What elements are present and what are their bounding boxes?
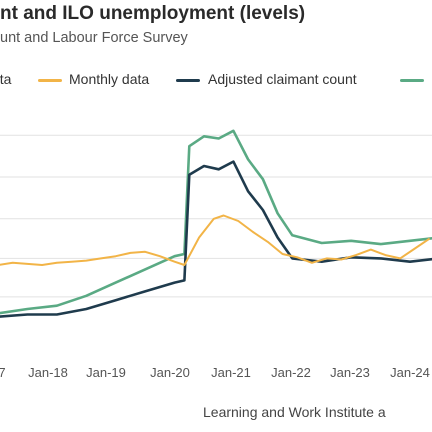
x-tick-label: Jan-20 xyxy=(150,365,190,380)
x-tick-label: Jan-22 xyxy=(271,365,311,380)
legend-label-monthly: Monthly data xyxy=(69,71,150,87)
series-lines xyxy=(0,129,432,318)
legend-swatch-adjusted xyxy=(176,79,200,82)
series-line-monthly xyxy=(0,214,431,266)
legend-label-adjusted: Adjusted claimant count xyxy=(208,71,357,87)
x-axis-tick-labels: 7 Jan-18 Jan-19 Jan-20 Jan-21 Jan-22 Jan-23 Jan… xyxy=(0,365,430,380)
legend-label-partial: ata xyxy=(0,71,12,87)
legend-swatch-ilo xyxy=(400,79,424,82)
x-tick-label: Jan-21 xyxy=(211,365,251,380)
legend-swatch-monthly xyxy=(38,79,62,82)
x-tick-label: Jan-23 xyxy=(330,365,370,380)
gridlines xyxy=(0,134,432,298)
source-footer: Learning and Work Institute a xyxy=(203,404,386,420)
x-tick-label: Jan-24 xyxy=(390,365,430,380)
series-line-adjusted xyxy=(0,160,432,318)
x-tick-label: Jan-18 xyxy=(28,365,68,380)
series-line-ilo xyxy=(0,129,432,315)
x-tick-label: 7 xyxy=(0,365,6,380)
legend: ata Monthly data Adjusted claimant count xyxy=(0,70,432,90)
x-tick-label: Jan-19 xyxy=(86,365,126,380)
chart-subtitle: unt and Labour Force Survey xyxy=(0,30,188,46)
chart-title: nt and ILO unemployment (levels) xyxy=(0,3,306,24)
